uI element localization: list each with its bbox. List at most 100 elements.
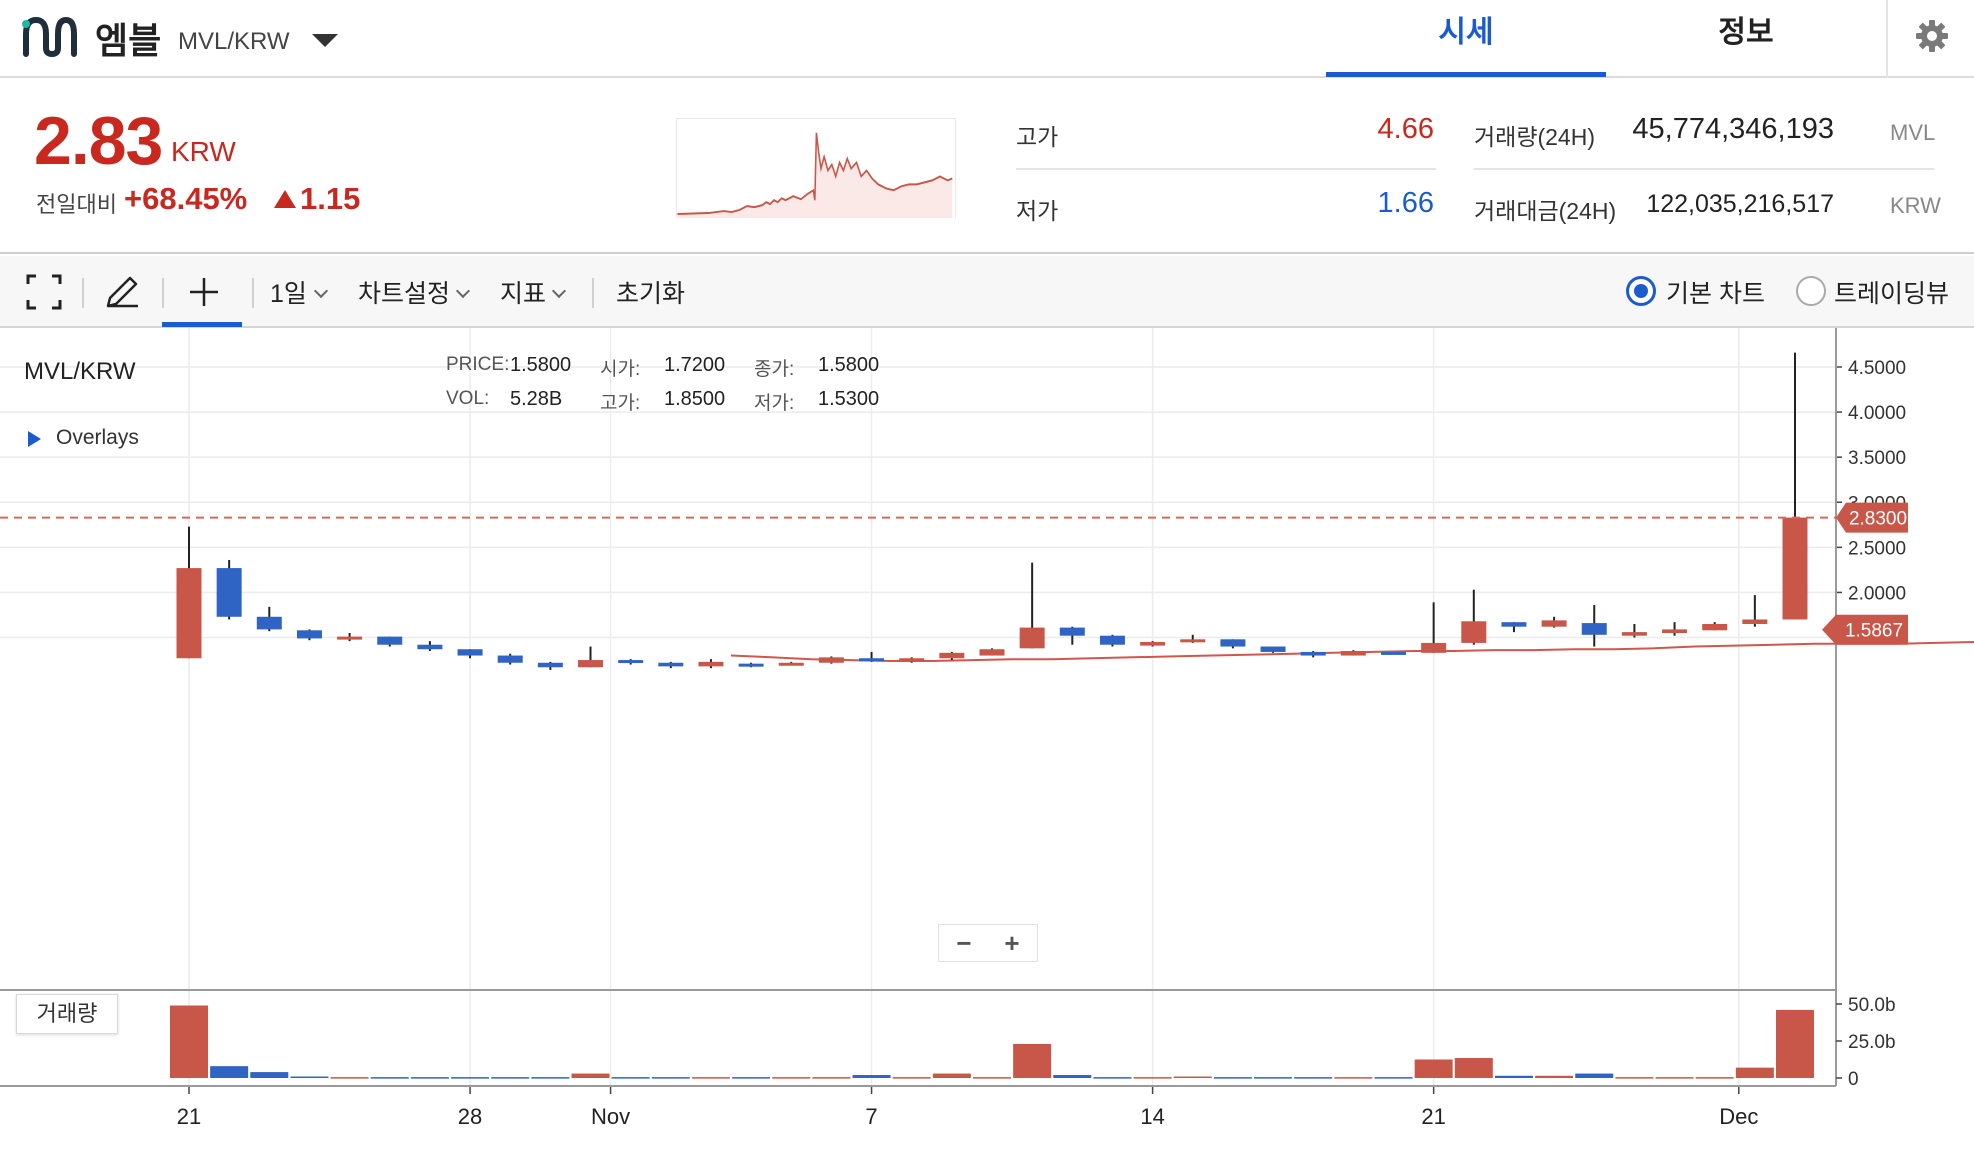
tab-info[interactable]: 정보 [1718, 16, 1774, 49]
price-summary: 2.83 KRW 전일대비 +68.45% 1.15 고가 4.66 저가 1.… [0, 78, 1974, 254]
volume-bar [451, 1077, 490, 1079]
expand-triangle-icon [28, 431, 41, 447]
candle-body [1662, 629, 1688, 634]
volume-bar [1494, 1075, 1533, 1078]
draw-button[interactable] [98, 256, 148, 326]
x-tick-label: 28 [458, 1104, 482, 1129]
divider [1016, 168, 1436, 170]
basic-chart-radio[interactable] [1626, 276, 1656, 306]
volume-bar [290, 1076, 329, 1079]
candle-body [698, 661, 724, 667]
change-percent: +68.45% [124, 181, 248, 216]
volume-bar [1173, 1076, 1212, 1079]
overlays-toggle[interactable]: Overlays [56, 426, 139, 449]
crosshair-button[interactable] [172, 256, 242, 326]
ohlc-vol-label: VOL: [446, 388, 490, 409]
tab-quote[interactable]: 시세 [1438, 16, 1494, 49]
candle-body [939, 652, 965, 659]
volume-bar [1655, 1077, 1694, 1079]
mini-price-chart [676, 118, 956, 218]
gear-icon [1916, 20, 1948, 52]
candle-body [1581, 623, 1607, 635]
candle-body [899, 658, 925, 662]
divider [1474, 168, 1934, 170]
candle-body [818, 657, 844, 663]
low-value: 1.66 [1377, 187, 1434, 219]
volume-bar [1776, 1009, 1814, 1078]
y-tick-label: 4.0000 [1848, 403, 1906, 424]
active-tool-indicator [162, 322, 242, 327]
x-tick-label: 21 [177, 1104, 201, 1129]
volume-24h-value: 45,774,346,193 [1632, 113, 1834, 145]
last-price-tag [1836, 502, 1908, 533]
volume-24h-label: 거래량(24H) [1474, 124, 1595, 150]
reset-button[interactable]: 초기화 [616, 280, 686, 308]
ohlc-open-label: 시가: [600, 359, 641, 380]
candle-body [1421, 642, 1447, 653]
volume-bar [812, 1077, 851, 1079]
candle-body [1180, 639, 1206, 643]
candle-body [296, 630, 322, 639]
volume-bar [611, 1077, 650, 1079]
candle-body [859, 658, 885, 662]
x-tick-label: 14 [1140, 1104, 1164, 1129]
volume-bar [1374, 1077, 1413, 1079]
volume-bar [1053, 1075, 1092, 1078]
zoom-controls: − + [938, 924, 1038, 962]
candle-body [377, 636, 403, 645]
pair-dropdown-icon[interactable] [312, 34, 338, 47]
volume-bar [250, 1072, 289, 1078]
fullscreen-button[interactable] [18, 256, 68, 326]
zoom-in-button[interactable]: + [1004, 928, 1020, 958]
candle-body [578, 660, 603, 668]
chevron-down-icon [313, 283, 329, 299]
volume-bar [571, 1073, 610, 1078]
x-tick-label: 21 [1421, 1104, 1445, 1129]
toolbar-separator [592, 278, 594, 308]
candlestick-chart[interactable]: 4.50004.00003.50003.00002.50002.00001.50… [0, 328, 1974, 1150]
y-tick-label: 2.5000 [1848, 538, 1906, 559]
candle-body [658, 662, 684, 667]
chart-settings-menu[interactable]: 차트설정 [358, 280, 451, 308]
candle-body [1260, 646, 1286, 652]
settings-button[interactable] [1886, 0, 1974, 78]
candle-body [1381, 651, 1406, 655]
volume-bar [1735, 1067, 1774, 1078]
candle-body [1541, 620, 1567, 627]
basic-chart-label[interactable]: 기본 차트 [1666, 280, 1765, 308]
tradingview-radio[interactable] [1796, 276, 1826, 306]
change-amount: 1.15 [300, 181, 361, 216]
volume-bar [170, 1005, 208, 1078]
candle-body [1059, 627, 1085, 636]
volume-bar [1334, 1077, 1373, 1079]
ohlc-high-value: 1.8500 [664, 388, 726, 410]
candle-body [176, 568, 202, 659]
volume-bar [1454, 1058, 1493, 1078]
x-tick-label: Dec [1719, 1104, 1758, 1129]
ohlc-price-value: 1.5800 [510, 354, 572, 376]
volume-bar [1093, 1077, 1132, 1079]
volume-unit: MVL [1890, 120, 1936, 145]
price-chart[interactable]: 4.50004.00003.50003.00002.50002.00001.50… [0, 328, 1974, 1150]
up-arrow-icon [274, 190, 296, 208]
volume-bar [1615, 1077, 1654, 1079]
zoom-out-button[interactable]: − [956, 928, 972, 958]
tradingview-label[interactable]: 트레이딩뷰 [1834, 280, 1950, 308]
candle-body [738, 663, 764, 667]
interval-select[interactable]: 1일 [270, 280, 307, 308]
candle-body [256, 616, 282, 630]
candle-body [337, 636, 363, 640]
indicators-menu[interactable]: 지표 [500, 280, 547, 308]
candle-body [1461, 621, 1487, 643]
coin-name: 엠블 [95, 20, 162, 61]
candle-body [1340, 651, 1366, 656]
volume-bar [973, 1077, 1011, 1079]
candle-body [1099, 635, 1125, 645]
candle-body [1220, 639, 1246, 647]
candle-body [1300, 651, 1326, 656]
volume-bar [210, 1066, 249, 1078]
candle-body [1782, 517, 1808, 620]
candle-body [618, 660, 644, 664]
candle-body [537, 662, 563, 668]
volume-bar [330, 1077, 369, 1079]
